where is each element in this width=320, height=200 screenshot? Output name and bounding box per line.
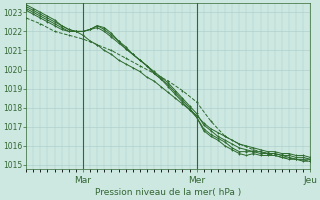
X-axis label: Pression niveau de la mer( hPa ): Pression niveau de la mer( hPa ): [95, 188, 241, 197]
